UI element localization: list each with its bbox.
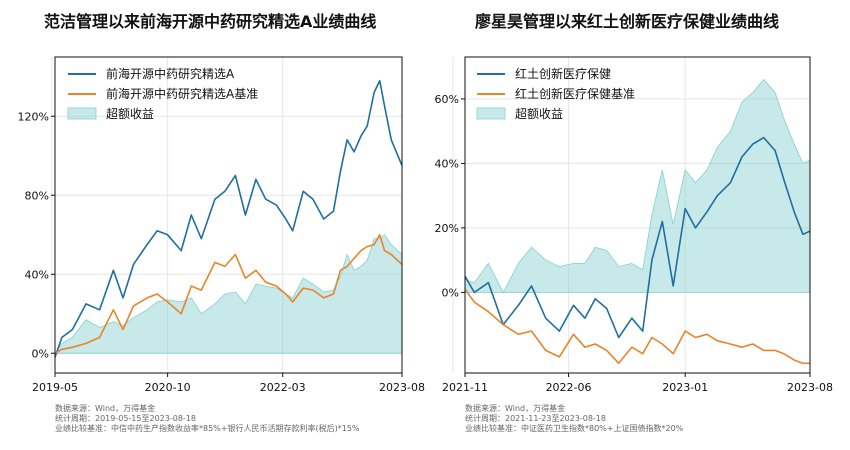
left-chart-title: 范洁管理以来前海开源中药研究精选A业绩曲线	[44, 12, 377, 31]
plot-frame	[464, 56, 811, 374]
y-tick-label: 60%	[435, 93, 459, 106]
legend-label: 前海开源中药研究精选A	[106, 66, 235, 81]
legend-label: 超额收益	[515, 106, 563, 121]
left-note-period: 统计周期：2019-05-15至2023-08-18	[55, 414, 196, 423]
y-tick-label: 40%	[25, 268, 49, 281]
legend-swatch-area	[476, 107, 506, 120]
left-note-benchmark: 业绩比较基准：中信中药生产指数收益率*85%+银行人民币活期存款利率(税后)*1…	[55, 424, 360, 433]
y-tick-label: 0%	[442, 286, 459, 299]
right-note-benchmark: 业绩比较基准：中证医药卫生指数*80%+上证国债指数*20%	[465, 424, 684, 433]
y-tick-label: 80%	[25, 189, 49, 202]
x-tick-label: 2020-10	[145, 381, 191, 394]
x-tick-label: 2023-08	[379, 381, 425, 394]
x-tick-label: 2023-08	[787, 381, 833, 394]
legend-label: 红土创新医疗保健	[515, 66, 611, 81]
series-benchmark-line	[464, 288, 810, 365]
x-tick-label: 2019-05	[32, 381, 78, 394]
right-chart-notes: 数据来源：Wind，万得基金 统计周期：2021-11-23至2023-08-1…	[465, 404, 683, 434]
x-tick-label: 2023-01	[662, 381, 708, 394]
left-chart-notes: 数据来源：Wind，万得基金 统计周期：2019-05-15至2023-08-1…	[55, 404, 360, 434]
series-benchmark-line	[54, 234, 403, 354]
x-tick-label: 2022-03	[260, 381, 306, 394]
right-chart-svg: 0% 20% 40% 60% 2021-11 2022-06 2023-01 2023-08 红…	[435, 56, 833, 394]
plot-frame	[54, 56, 403, 374]
left-chart-panel: 范洁管理以来前海开源中药研究精选A业绩曲线 0% 40% 80% 120% 2019-0…	[18, 12, 425, 434]
legend-label: 前海开源中药研究精选A基准	[106, 86, 258, 101]
series-excess-area	[464, 78, 811, 294]
right-chart-title: 廖星昊管理以来红土创新医疗保健业绩曲线	[475, 12, 780, 31]
left-chart-svg: 0% 40% 80% 120% 2019-05 2020-10 2022-03 2023-08…	[18, 56, 425, 394]
y-tick-label: 0%	[32, 347, 49, 360]
legend-swatch-area	[67, 107, 97, 120]
right-chart-panel: 廖星昊管理以来红土创新医疗保健业绩曲线 0% 20% 40% 60% 2021-11 20…	[425, 0, 850, 450]
right-note-period: 统计周期：2021-11-23至2023-08-18	[465, 414, 606, 423]
legend-label: 红土创新医疗保健基准	[515, 86, 635, 101]
left-note-source: 数据来源：Wind，万得基金	[55, 404, 156, 413]
y-tick-label: 120%	[18, 110, 49, 123]
series-excess-area	[54, 234, 403, 354]
x-tick-label: 2021-11	[442, 381, 488, 394]
x-tick-label: 2022-06	[546, 381, 592, 394]
y-tick-label: 40%	[435, 157, 459, 170]
series-fund-line	[464, 136, 811, 339]
right-note-source: 数据来源：Wind，万得基金	[465, 404, 566, 413]
series-fund-line	[54, 79, 403, 358]
y-tick-label: 20%	[435, 222, 459, 235]
legend-label: 超额收益	[106, 106, 154, 121]
